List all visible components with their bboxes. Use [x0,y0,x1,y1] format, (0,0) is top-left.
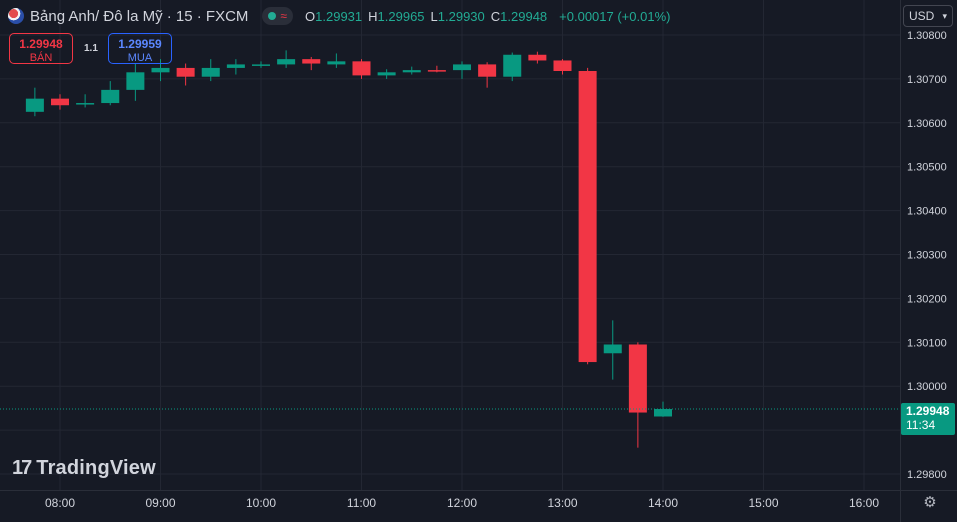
candle-body[interactable] [201,67,220,77]
candle-body[interactable] [553,60,572,71]
y-tick-label: 1.30200 [907,293,947,305]
x-tick-label: 08:00 [45,496,75,510]
symbol-title[interactable]: Bảng Anh/ Đô la Mỹ · 15 · FXCM [30,7,249,25]
candle-body[interactable] [377,72,396,76]
x-tick-label: 15:00 [748,496,778,510]
gbp-usd-flag-icon [8,8,24,24]
y-tick-label: 1.30500 [907,162,947,174]
spread-value: 1.1 [84,43,98,54]
candle-body[interactable] [151,67,170,73]
candle-body[interactable] [478,64,497,77]
open-value: 1.29931 [315,8,363,24]
y-tick-label: 1.30300 [907,250,947,262]
candle-body[interactable] [453,64,471,71]
candle-body[interactable] [654,409,672,417]
y-tick-label: 1.30700 [907,74,947,86]
low-label: L [430,8,438,24]
candle-body[interactable] [25,98,44,112]
x-tick-label: 09:00 [145,496,175,510]
buy-price: 1.29959 [118,37,162,51]
bar-countdown: 11:34 [906,418,936,432]
candle-body[interactable] [101,89,120,104]
close-label: C [490,8,501,24]
candle-body[interactable] [603,344,622,354]
candle-body[interactable] [277,59,296,65]
candle-body[interactable] [51,98,69,106]
open-label: O [305,8,316,24]
market-open-dot-icon [268,12,277,20]
low-value: 1.29930 [437,8,485,24]
y-tick-label: 1.29800 [907,469,947,481]
y-tick-label: 1.30100 [907,337,947,349]
x-tick-label: 11:00 [347,496,376,510]
candle-body[interactable] [226,64,245,68]
candle-body[interactable] [427,70,446,72]
ohlc-readout: O1.29931 H1.29965 L1.29930 C1.29948 +0.0… [305,9,670,24]
x-tick-label: 12:00 [447,496,477,510]
last-price: 1.29948 [906,404,950,418]
x-tick-label: 16:00 [849,496,879,510]
candle-body[interactable] [327,61,346,65]
candle-body[interactable] [76,103,95,105]
candle-body[interactable] [252,64,270,66]
candle-body[interactable] [628,344,647,413]
y-tick-label: 1.30000 [907,381,947,393]
sell-price: 1.29948 [19,37,63,51]
tradingview-logo[interactable]: 17 TradingView [12,457,156,480]
chart-header: Bảng Anh/ Đô la Mỹ · 15 · FXCM ≈ O1.2993… [8,5,670,27]
candle-body[interactable] [126,72,145,90]
buy-button[interactable]: 1.29959 MUA [108,33,172,64]
high-value: 1.29965 [377,8,425,24]
sell-button[interactable]: 1.29948 BÁN [9,33,73,64]
sell-label: BÁN [29,52,53,64]
candle-body[interactable] [352,61,371,76]
close-value: 1.29948 [500,8,548,24]
settings-gear-icon[interactable]: ⚙ [923,494,937,511]
wave-icon: ≈ [280,9,288,23]
y-tick-label: 1.30600 [907,118,947,130]
market-status[interactable]: ≈ [262,7,294,25]
tradingview-logo-icon: 17 [12,457,32,479]
logo-text: TradingView [36,457,156,479]
currency-select[interactable]: USD ▾ [903,5,953,27]
candle-body[interactable] [402,70,421,73]
candle-body[interactable] [528,54,547,61]
change-value: +0.00017 (+0.01%) [559,8,671,24]
last-price-tag: 1.29948 11:34 [901,403,955,435]
buy-label: MUA [127,52,153,64]
x-tick-label: 13:00 [547,496,577,510]
x-tick-label: 14:00 [648,496,678,510]
y-tick-label: 1.30800 [907,30,947,42]
candle-body[interactable] [578,70,597,363]
candle-body[interactable] [302,59,321,64]
candle-body[interactable] [503,54,522,77]
x-tick-label: 10:00 [246,496,276,510]
chevron-down-icon: ▾ [942,10,947,21]
high-label: H [368,8,378,24]
currency-value: USD [909,9,935,23]
candle-body[interactable] [176,67,195,77]
y-tick-label: 1.30400 [907,206,947,218]
